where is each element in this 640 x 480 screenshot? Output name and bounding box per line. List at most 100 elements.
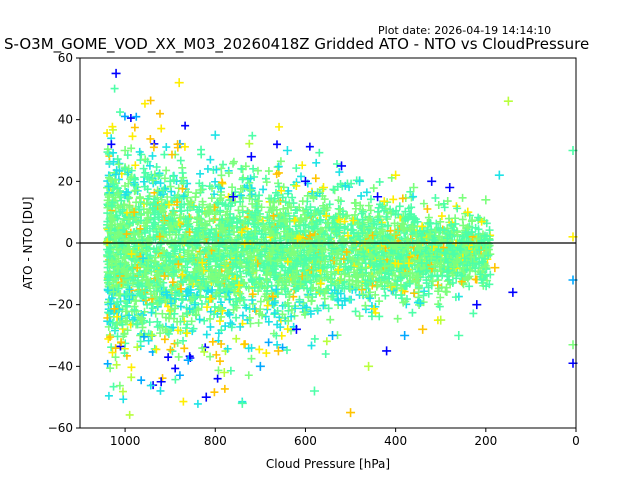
- data-point: [199, 266, 208, 275]
- data-point: [396, 280, 405, 289]
- data-point: [111, 344, 120, 353]
- data-point: [109, 287, 118, 296]
- data-point: [269, 211, 278, 220]
- data-point: [120, 112, 129, 121]
- data-point: [256, 305, 265, 314]
- data-point: [273, 346, 283, 356]
- data-point: [434, 201, 443, 210]
- data-point: [183, 206, 192, 215]
- data-point: [348, 255, 357, 264]
- data-point: [167, 299, 176, 308]
- data-point: [453, 255, 462, 264]
- data-point: [355, 176, 365, 186]
- data-point: [115, 228, 124, 237]
- data-point: [245, 313, 254, 322]
- data-point: [351, 307, 360, 316]
- data-point: [140, 226, 149, 235]
- data-point: [275, 217, 284, 226]
- data-point: [335, 226, 344, 235]
- data-point: [176, 203, 185, 212]
- data-point: [333, 295, 342, 304]
- data-point: [350, 210, 359, 219]
- data-point: [385, 274, 394, 283]
- data-point: [207, 194, 216, 203]
- data-point: [316, 279, 325, 288]
- data-point: [461, 248, 470, 257]
- data-point: [103, 286, 112, 295]
- data-point: [423, 205, 432, 214]
- data-point: [146, 330, 155, 339]
- data-point: [142, 275, 151, 284]
- data-point: [312, 253, 321, 262]
- data-point: [112, 360, 121, 369]
- data-point: [400, 256, 409, 265]
- data-point: [482, 219, 491, 228]
- data-point: [121, 307, 130, 316]
- data-point: [426, 219, 435, 228]
- data-point: [199, 274, 208, 283]
- data-point: [340, 237, 349, 246]
- data-point: [264, 207, 274, 217]
- data-point: [358, 270, 367, 279]
- data-point: [123, 317, 132, 326]
- data-point: [108, 318, 117, 327]
- data-point: [115, 381, 124, 390]
- data-point: [137, 376, 146, 385]
- data-point: [278, 310, 287, 319]
- data-point: [374, 203, 383, 212]
- data-point: [278, 276, 287, 285]
- data-point: [292, 181, 301, 190]
- data-point: [382, 212, 391, 221]
- data-point: [212, 350, 221, 359]
- data-point: [476, 270, 485, 279]
- data-point: [325, 223, 334, 232]
- data-point: [150, 278, 159, 287]
- data-point: [335, 260, 344, 269]
- data-point: [194, 263, 203, 272]
- data-point: [454, 331, 464, 340]
- data-point: [292, 164, 301, 173]
- data-point: [316, 226, 325, 235]
- data-point: [274, 162, 283, 171]
- data-point: [103, 129, 112, 138]
- data-point: [464, 237, 473, 246]
- data-point: [189, 324, 198, 333]
- data-point: [170, 309, 179, 318]
- data-point: [409, 183, 419, 192]
- data-point: [125, 285, 134, 294]
- data-point: [255, 345, 264, 354]
- data-point: [242, 258, 251, 267]
- data-point: [160, 272, 169, 281]
- data-point: [296, 226, 305, 235]
- data-point: [146, 96, 155, 105]
- data-point: [283, 217, 292, 226]
- data-point: [198, 258, 207, 267]
- data-point: [386, 261, 395, 270]
- data-point: [205, 203, 214, 212]
- data-point: [123, 151, 132, 160]
- data-point: [183, 320, 192, 329]
- data-point: [201, 209, 210, 218]
- data-point: [203, 303, 212, 312]
- data-point: [121, 181, 130, 190]
- data-point: [371, 290, 380, 299]
- y-axis-ticks: −60 −40 −20 0 20 40 60: [48, 51, 80, 435]
- data-point: [281, 281, 290, 290]
- data-point: [318, 243, 327, 252]
- data-point: [182, 329, 191, 338]
- data-point: [211, 275, 220, 284]
- data-point: [339, 255, 348, 264]
- data-point: [105, 252, 114, 261]
- data-point: [481, 195, 491, 205]
- data-point: [418, 324, 428, 334]
- data-point: [249, 234, 258, 243]
- data-point: [390, 219, 399, 228]
- data-point: [126, 114, 135, 123]
- data-point: [247, 276, 256, 285]
- data-point: [376, 278, 385, 287]
- data-point: [108, 348, 117, 357]
- data-point: [315, 148, 324, 157]
- data-point: [365, 237, 374, 246]
- data-point: [185, 276, 194, 285]
- data-point: [270, 273, 279, 282]
